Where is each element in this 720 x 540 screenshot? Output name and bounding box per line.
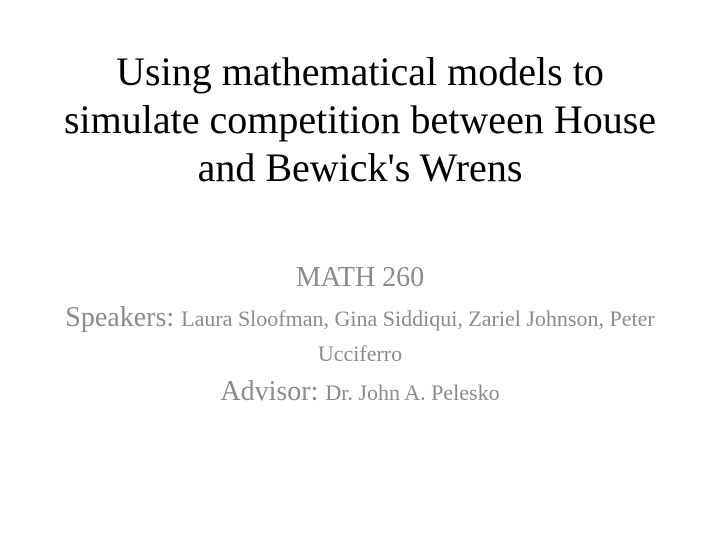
advisor-name: Dr. John A. Pelesko <box>325 380 499 405</box>
subtitle-block: MATH 260 Speakers: Laura Sloofman, Gina … <box>60 262 660 408</box>
advisor-label: Advisor: <box>220 376 325 407</box>
presentation-slide: Using mathematical models to simulate co… <box>0 0 720 540</box>
slide-title: Using mathematical models to simulate co… <box>60 48 660 192</box>
speakers-label: Speakers: <box>65 302 181 333</box>
speakers-names: Laura Sloofman, Gina Siddiqui, Zariel Jo… <box>181 306 655 366</box>
course-code: MATH 260 <box>60 262 660 294</box>
speakers-line: Speakers: Laura Sloofman, Gina Siddiqui,… <box>60 300 660 370</box>
advisor-line: Advisor: Dr. John A. Pelesko <box>60 376 660 408</box>
